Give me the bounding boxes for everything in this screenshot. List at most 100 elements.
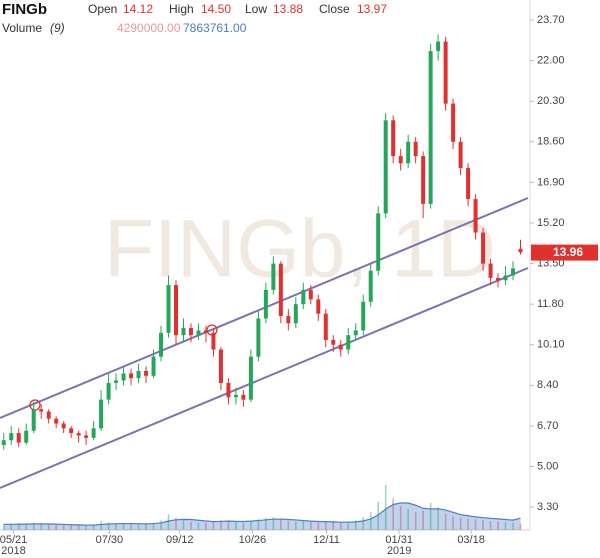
volume-bar	[519, 523, 522, 530]
volume-bar	[459, 517, 462, 530]
candle-body	[203, 330, 208, 333]
volume-bar	[452, 516, 454, 530]
volume-label: Volume	[2, 21, 42, 35]
volume-bar	[115, 523, 117, 530]
candle-body	[331, 339, 336, 345]
volume-bar	[77, 525, 80, 530]
symbol: FINGb	[2, 1, 47, 18]
y-tick-label: 20.30	[537, 95, 565, 107]
candle-body	[91, 428, 96, 438]
candle-body	[181, 328, 186, 336]
candle-body	[256, 318, 261, 357]
candle-body	[376, 213, 381, 271]
volume-bar	[145, 524, 147, 530]
candle-body	[421, 156, 426, 204]
y-tick-label: 8.40	[537, 379, 558, 391]
volume-bar	[32, 522, 35, 530]
candle-body	[496, 277, 501, 281]
x-tick-label: 10/26	[239, 534, 267, 546]
volume-bar	[280, 519, 282, 530]
candle-body	[481, 232, 486, 264]
y-tick-label: 16.90	[537, 176, 565, 188]
volume-bar	[392, 498, 394, 530]
x-tick-label: 12/11	[313, 534, 340, 546]
y-tick-label: 6.70	[537, 420, 558, 432]
volume-bar	[310, 521, 312, 530]
candle-body	[218, 349, 223, 383]
candle-body	[144, 371, 149, 376]
volume-bar	[407, 509, 409, 530]
candle-body	[226, 382, 231, 398]
y-tick-label: 5.00	[537, 460, 558, 472]
candle-body	[511, 268, 516, 276]
volume-bar	[227, 520, 230, 530]
volume-bar	[369, 512, 372, 530]
volume-bar	[384, 485, 387, 530]
candle-body	[391, 120, 396, 157]
volume-bar	[160, 520, 162, 530]
year-label: 2018	[1, 545, 25, 557]
volume-bar	[295, 521, 297, 530]
x-tick-label: 07/30	[96, 534, 124, 546]
x-tick-label: 03/18	[457, 534, 485, 546]
volume-bar	[205, 522, 207, 530]
volume-bar	[40, 523, 42, 530]
volume-bar	[324, 521, 327, 530]
volume-bar	[467, 518, 469, 530]
candle-body	[174, 285, 178, 336]
trend-line-lower	[0, 267, 529, 489]
candle-body	[196, 330, 201, 336]
volume-bar	[399, 506, 402, 530]
volume-bar	[414, 512, 417, 530]
volume-bar	[100, 521, 102, 530]
volume-bar	[175, 517, 177, 530]
volume-bar	[190, 521, 192, 530]
volume-bar	[272, 517, 275, 530]
close-value: 13.97	[357, 2, 387, 16]
candle-body	[114, 380, 119, 383]
open-label: Open	[88, 2, 117, 16]
volume-bar	[182, 519, 185, 530]
candle-body	[39, 409, 44, 412]
x-tick-label: 01/31	[385, 534, 413, 546]
candle-body	[263, 289, 268, 319]
volume-bar	[265, 518, 267, 530]
volume-bar	[257, 519, 260, 530]
candle-body	[16, 433, 21, 443]
candle-body	[159, 332, 164, 357]
volume-bar	[242, 522, 245, 530]
volume-bar	[347, 521, 350, 530]
candle-body	[211, 332, 216, 350]
volume-bar	[504, 521, 507, 530]
volume-bar	[62, 525, 65, 530]
y-tick-label: 10.10	[537, 339, 565, 351]
volume-bar	[47, 524, 50, 530]
volume-bar	[250, 520, 252, 530]
volume-bar	[287, 521, 290, 530]
low-value: 13.88	[273, 2, 303, 16]
volume-bar	[212, 522, 215, 530]
candle-body	[413, 141, 418, 157]
volume-bar	[354, 520, 357, 530]
x-tick-label: 05/21	[0, 534, 27, 546]
candle-body	[353, 330, 358, 336]
candle-body	[308, 289, 313, 300]
candle-body	[24, 430, 29, 443]
candle-body	[301, 289, 306, 305]
candle-body	[106, 382, 111, 400]
candle-body	[54, 418, 59, 424]
candle-body	[151, 356, 156, 376]
candle-body	[383, 120, 388, 214]
candle-body	[518, 248, 523, 253]
y-tick-label: 22.00	[537, 55, 565, 67]
high-value: 14.50	[201, 2, 231, 16]
candle-body	[466, 168, 471, 200]
x-tick-label: 09/12	[166, 534, 194, 546]
volume-bar	[55, 525, 57, 530]
candle-body	[166, 285, 171, 333]
last-price-box	[531, 244, 598, 261]
volume-bar	[17, 523, 20, 530]
volume-bar	[235, 521, 237, 530]
candle-body	[76, 433, 81, 436]
